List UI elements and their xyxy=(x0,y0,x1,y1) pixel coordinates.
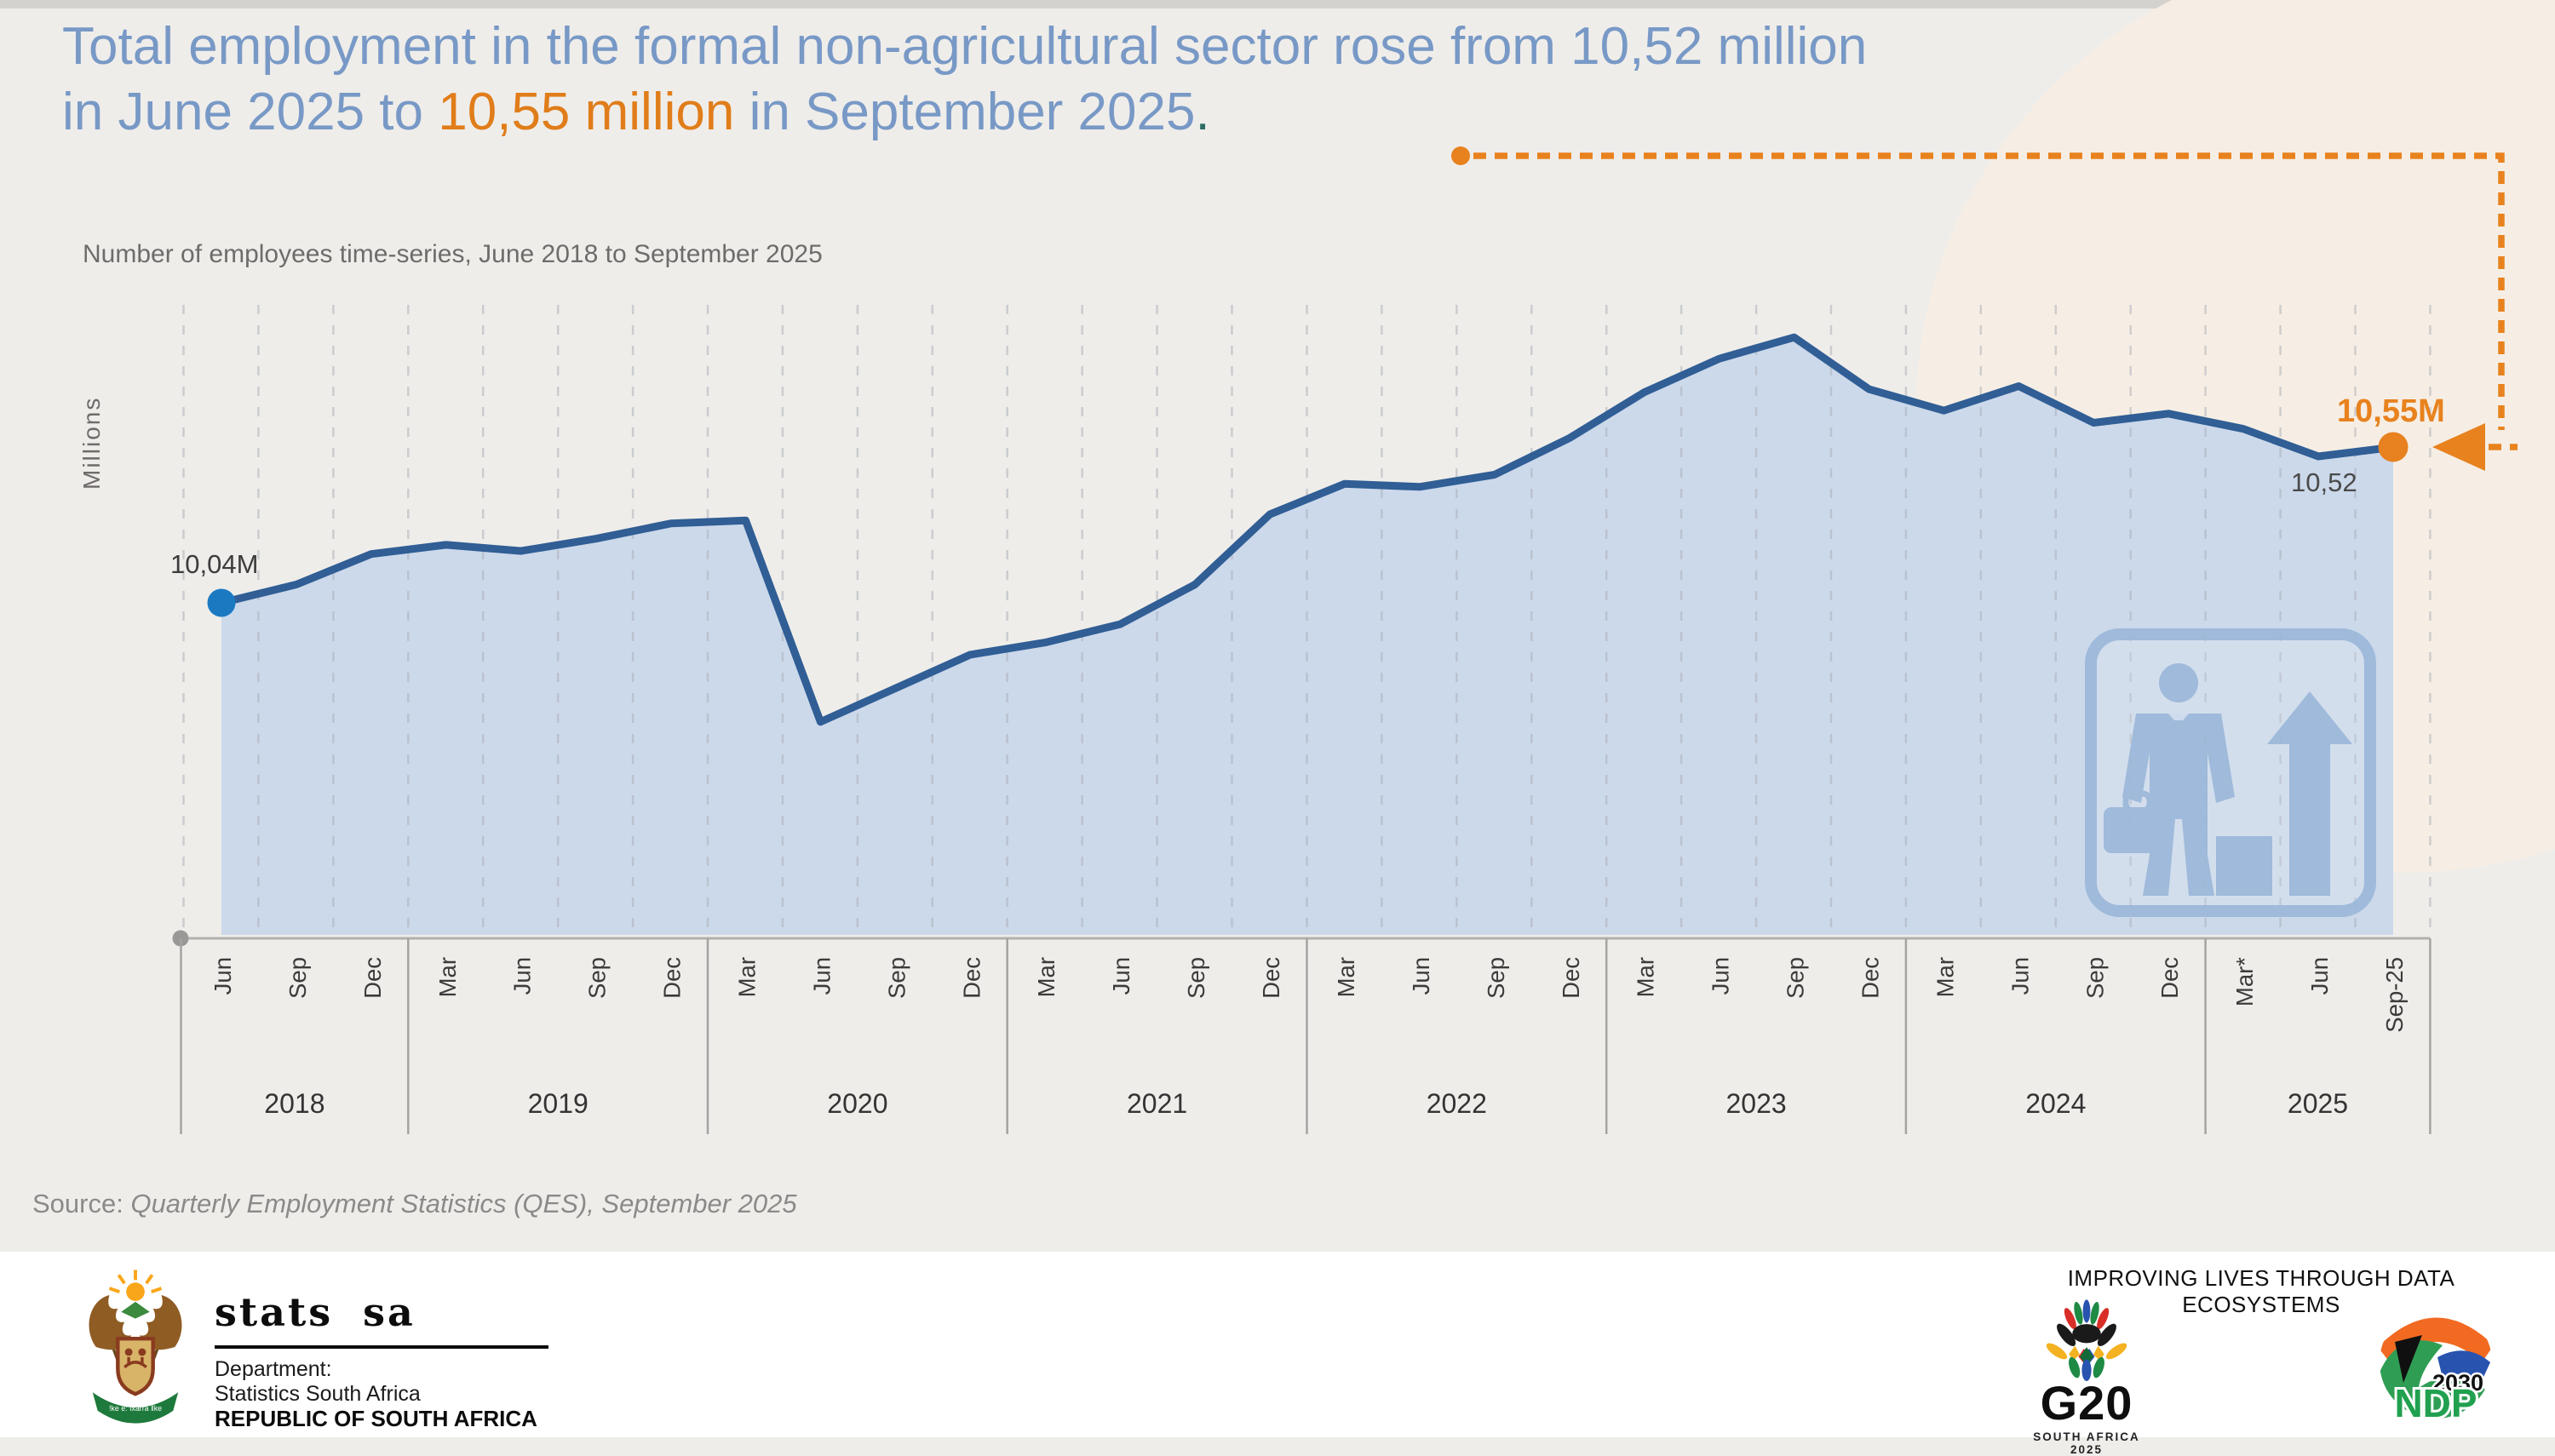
source-line: Source: Quarterly Employment Statistics … xyxy=(32,1189,797,1218)
department-line3: REPUBLIC OF SOUTH AFRICA xyxy=(215,1406,537,1431)
svg-text:Jun: Jun xyxy=(509,957,536,995)
headline-period: . xyxy=(1195,83,1210,141)
svg-text:2025: 2025 xyxy=(2288,1088,2348,1119)
svg-text:2021: 2021 xyxy=(1127,1088,1187,1119)
protea-petals xyxy=(2046,1299,2127,1381)
svg-text:Dec: Dec xyxy=(359,957,386,999)
svg-text:Mar: Mar xyxy=(434,957,461,997)
svg-text:Mar: Mar xyxy=(1633,957,1659,997)
svg-text:Jun: Jun xyxy=(1408,957,1434,995)
headline-highlight: 10,55 million xyxy=(438,83,735,141)
left-wing xyxy=(89,1295,132,1350)
ndp-year-text: 2030 xyxy=(2432,1370,2483,1396)
headline-line1: Total employment in the formal non-agric… xyxy=(62,17,1868,76)
svg-text:Dec: Dec xyxy=(1857,957,1884,999)
end-point-marker xyxy=(2378,432,2409,462)
ndp-text: NDP xyxy=(2394,1381,2477,1422)
svg-text:Sep: Sep xyxy=(1783,957,1809,999)
svg-text:Sep: Sep xyxy=(1183,957,1209,999)
svg-text:Dec: Dec xyxy=(958,957,985,999)
svg-text:Sep: Sep xyxy=(284,957,311,999)
svg-text:2023: 2023 xyxy=(1726,1088,1787,1119)
svg-text:Sep-25: Sep-25 xyxy=(2381,957,2408,1033)
start-value-label: 10,04M xyxy=(170,549,259,579)
svg-text:Mar*: Mar* xyxy=(2231,957,2258,1006)
svg-text:Mar: Mar xyxy=(734,957,761,997)
coat-of-arms: ǃke e: ǀxarra ǁke xyxy=(89,1270,182,1424)
svg-text:Sep: Sep xyxy=(883,957,910,999)
headline: Total employment in the formal non-agric… xyxy=(62,14,2106,145)
leader-start-dot xyxy=(1451,146,1470,165)
vertical-gridlines xyxy=(182,305,2432,935)
june-2025-value-label: 10,52 xyxy=(2291,467,2357,497)
svg-text:Jun: Jun xyxy=(2007,957,2033,995)
svg-text:Jun: Jun xyxy=(808,957,835,995)
wordmark-rule xyxy=(215,1345,548,1349)
svg-text:Dec: Dec xyxy=(1258,957,1284,999)
svg-text:2020: 2020 xyxy=(827,1088,887,1119)
department-line2: Statistics South Africa xyxy=(215,1382,421,1406)
right-wing xyxy=(139,1295,182,1350)
x-axis-month-labels: Jun Sep Dec Mar Jun Sep Dec Mar Jun Sep Dec Mar Jun S… xyxy=(210,957,2408,1033)
g20-subtext: SOUTH AFRICA 2025 xyxy=(2033,1430,2140,1456)
motto-banner xyxy=(92,1392,179,1424)
sun-rays xyxy=(108,1270,163,1293)
svg-text:2024: 2024 xyxy=(2025,1088,2086,1119)
chart-subtitle: Number of employees time-series, June 20… xyxy=(83,240,823,268)
sun xyxy=(126,1282,145,1301)
employment-line xyxy=(217,333,2397,726)
svg-text:Jun: Jun xyxy=(2306,957,2333,995)
statssa-wordmark: stats sa xyxy=(215,1289,416,1335)
ndp-logo: 2030 NDP xyxy=(2380,1306,2492,1422)
g20-protea-icon xyxy=(2046,1299,2127,1381)
x-axis-year-groups: 2018 2019 2020 2021 2022 2023 2024 2025 xyxy=(180,938,2432,1134)
top-border-strip xyxy=(0,0,2555,9)
employment-watermark-icon xyxy=(2085,628,2376,917)
g20-logo: G20 SOUTH AFRICA 2025 xyxy=(2018,1294,2155,1456)
leader-arrow xyxy=(1451,146,2518,471)
end-value-label: 10,55M xyxy=(2337,393,2445,429)
svg-text:Dec: Dec xyxy=(1558,957,1584,999)
svg-text:Dec: Dec xyxy=(659,957,686,999)
motto-text: ǃke e: ǀxarra ǁke xyxy=(109,1404,162,1413)
shield xyxy=(116,1337,155,1396)
y-axis-label: Millions xyxy=(78,396,105,490)
g20-text: G20 xyxy=(2040,1376,2133,1430)
svg-text:Jun: Jun xyxy=(1108,957,1134,995)
svg-text:2019: 2019 xyxy=(528,1088,589,1119)
headline-line2: in June 2025 to 10,55 million in Septemb… xyxy=(62,83,1210,141)
department-line1: Department: xyxy=(215,1357,332,1381)
svg-text:2018: 2018 xyxy=(264,1088,324,1119)
svg-text:Jun: Jun xyxy=(1708,957,1734,995)
svg-text:2022: 2022 xyxy=(1427,1088,1487,1119)
footer: ǃke e: ǀxarra ǁke stats sa Department: S… xyxy=(0,1252,2555,1456)
tagline: IMPROVING LIVES THROUGH DATA ECOSYSTEMS xyxy=(2067,1265,2455,1317)
svg-text:Sep: Sep xyxy=(584,957,611,999)
start-point-marker xyxy=(207,588,236,617)
svg-text:Sep: Sep xyxy=(1483,957,1509,999)
svg-text:Sep: Sep xyxy=(2081,957,2108,999)
svg-text:Mar: Mar xyxy=(1033,957,1059,997)
svg-text:Mar: Mar xyxy=(1932,957,1958,997)
svg-text:Mar: Mar xyxy=(1333,957,1359,997)
leader-arrowhead xyxy=(2432,423,2485,471)
svg-text:Dec: Dec xyxy=(2156,957,2183,999)
source-publication: Quarterly Employment Statistics (QES), S… xyxy=(130,1189,797,1218)
svg-text:Jun: Jun xyxy=(210,957,236,995)
